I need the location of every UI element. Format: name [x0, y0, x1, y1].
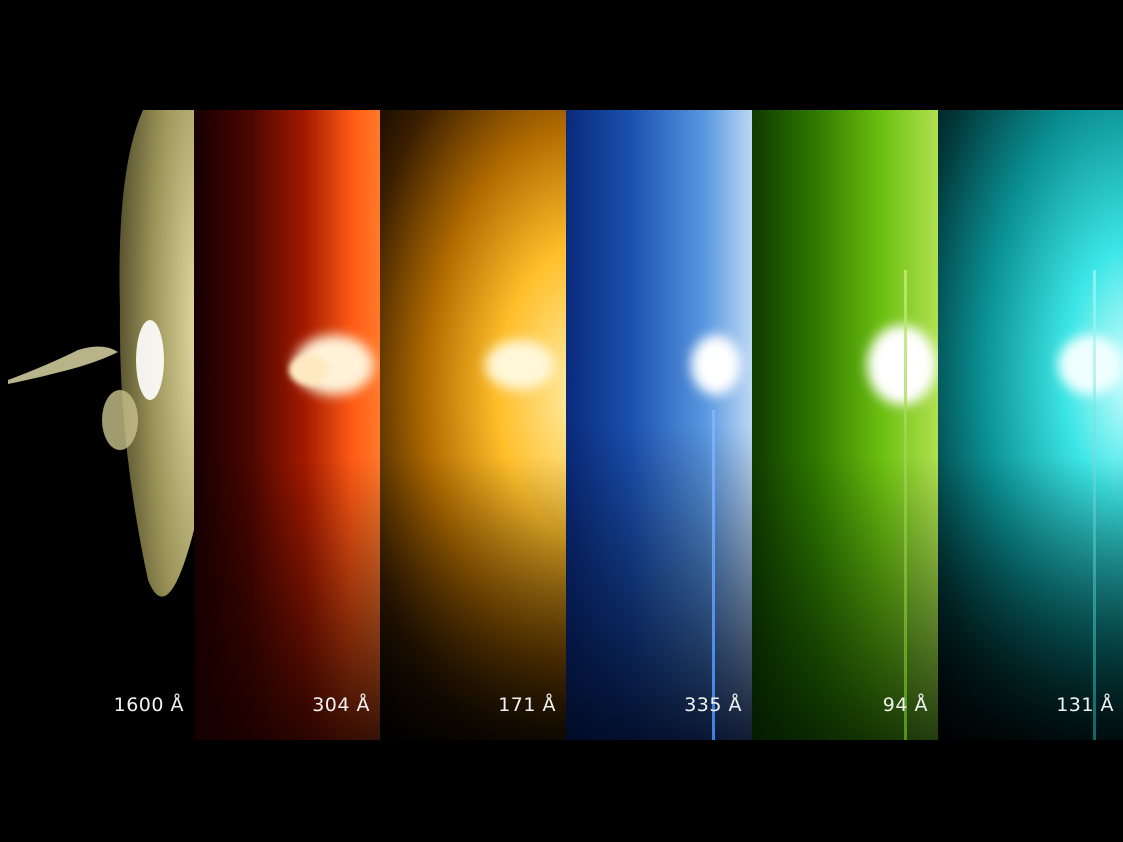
flare-core-131 [1058, 335, 1123, 395]
bloom-streak-94 [904, 270, 907, 740]
wavelength-label-94: 94 Å [882, 694, 928, 716]
bloom-streak-131 [1093, 270, 1096, 740]
solar-flare-composite: 1600 Å 304 Å 171 Å 335 Å 94 Å 131 Å [8, 110, 1123, 740]
panel-1600: 1600 Å [8, 110, 194, 740]
panel-131: 131 Å [938, 110, 1123, 740]
flare-core-335 [691, 335, 741, 395]
panel-171: 171 Å [380, 110, 566, 740]
wavelength-label-335: 335 Å [684, 694, 742, 716]
wavelength-label-304: 304 Å [312, 694, 370, 716]
wavelength-label-131: 131 Å [1056, 694, 1114, 716]
panel-304: 304 Å [194, 110, 380, 740]
bloom-streak-335 [712, 410, 715, 740]
flare-core-171 [485, 340, 555, 390]
flare-core-94 [867, 325, 937, 405]
panel-335: 335 Å [566, 110, 752, 740]
wavelength-label-171: 171 Å [498, 694, 556, 716]
sun-disk-1600 [8, 110, 194, 597]
wavelength-label-1600: 1600 Å [113, 694, 184, 716]
panel-94: 94 Å [752, 110, 938, 740]
